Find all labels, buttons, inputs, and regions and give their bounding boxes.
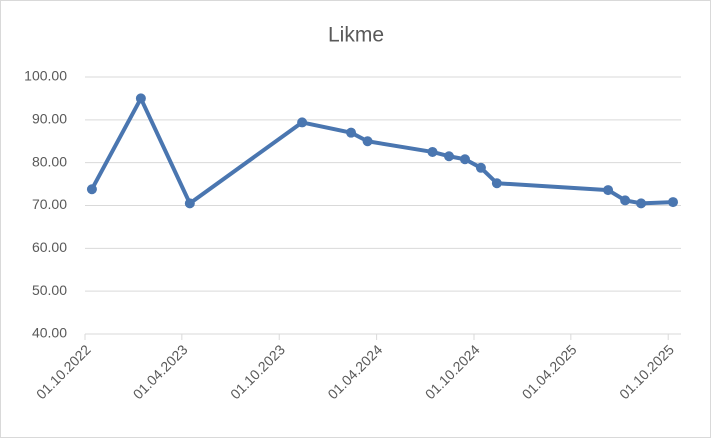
data-point [346,127,357,138]
data-point [427,146,438,157]
y-tick-label: 70.00 [32,196,67,212]
data-point [475,162,486,173]
data-point [603,185,614,196]
data-point [362,136,373,147]
data-point [491,178,502,189]
y-tick-label: 90.00 [32,111,67,127]
chart-title: Likme [328,24,384,47]
y-tick-label: 80.00 [32,153,67,169]
data-point [459,154,470,165]
y-tick-label: 50.00 [32,282,67,298]
data-point [443,151,454,162]
data-point [184,198,195,209]
data-point [636,198,647,209]
data-point [297,117,308,128]
data-point [620,195,631,206]
data-point [135,93,146,104]
data-point [86,184,97,195]
data-point [668,197,679,208]
y-tick-label: 60.00 [32,239,67,255]
y-tick-label: 100.00 [24,68,67,84]
y-tick-label: 40.00 [32,325,67,341]
